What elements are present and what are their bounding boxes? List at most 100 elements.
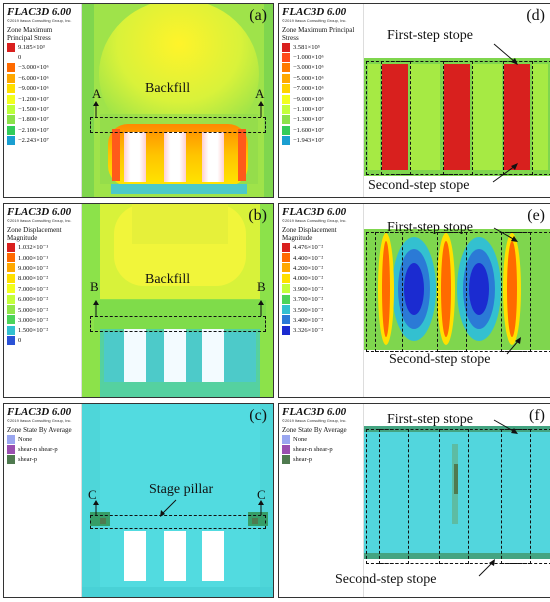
legend-value: 8.000×10⁻²: [18, 275, 49, 283]
legend-value: −1.000×10⁶: [293, 54, 324, 62]
legend-entry: 3.000×10⁻²: [7, 315, 78, 325]
software-title: FLAC3D 6.00: [7, 206, 72, 218]
stope-outline: [439, 429, 469, 564]
legend-value: 3.500×10⁻²: [293, 306, 324, 314]
backfill-label: Backfill: [145, 81, 191, 96]
legend-entry: −1.200×10⁷: [7, 94, 78, 104]
legend-entry: 8.000×10⁻²: [7, 273, 78, 283]
legend-value: −5.000×10⁶: [293, 74, 324, 82]
legend-swatch: [7, 263, 15, 273]
panel-letter: (e): [527, 207, 545, 224]
legend-entry: −9.000×10⁶: [7, 84, 78, 94]
stress-contour-field: [82, 4, 273, 197]
panel-a: FLAC3D 6.00 ©2019 Itasca Consulting Grou…: [3, 3, 274, 198]
legend-swatch: [282, 455, 290, 465]
legend-swatch: [7, 63, 15, 73]
legend-value: −7.000×10⁶: [293, 85, 324, 93]
legend-swatch: [282, 305, 290, 315]
section-label-left: C: [88, 487, 97, 502]
panel-letter: (c): [249, 407, 267, 424]
stope-opening: [202, 329, 224, 382]
legend-value: −1.800×10⁷: [18, 116, 49, 124]
first-step-label: First-step stope: [387, 28, 473, 43]
legend-entry: −1.100×10⁷: [282, 104, 360, 115]
legend-swatch: [282, 242, 290, 252]
legend-swatch: [7, 94, 15, 104]
panel-c: FLAC3D 6.00 ©2019 Itasca Consulting Grou…: [3, 403, 274, 598]
color-legend: 9.185×10³ 0 −3.000×10⁶ −6.000×10⁶ −9.000×10⁶…: [7, 42, 78, 146]
legend-swatch: [282, 94, 290, 104]
legend-swatch: [282, 294, 290, 304]
legend-value: 4.476×10⁻²: [293, 244, 324, 252]
legend-swatch: [282, 53, 290, 63]
legend-swatch: [7, 336, 15, 346]
first-step-label: First-step stope: [387, 220, 473, 235]
section-label-right: A: [255, 86, 265, 101]
legend-swatch: [282, 315, 290, 325]
legend-value: 4.200×10⁻²: [293, 264, 324, 272]
legend-entry: −3.000×10⁶: [7, 63, 78, 73]
legend-value: 9.000×10⁻²: [18, 264, 49, 272]
stope-outline: [443, 61, 473, 175]
legend-entry: 1.000×10⁻¹: [7, 252, 78, 263]
displacement-plan-field: [364, 204, 550, 397]
legend-title: Zone Displacement Magnitude: [282, 226, 337, 242]
stope-opening: [164, 329, 186, 382]
legend-panel: FLAC3D 6.00 ©2019 Itasca Consulting Grou…: [4, 204, 82, 397]
displacement-plan-svg: [364, 204, 550, 397]
legend-swatch: [282, 434, 290, 444]
legend-entry: shear-n shear-p: [7, 444, 78, 455]
stope-outline: [501, 232, 531, 352]
stage-pillar-label: Stage pillar: [149, 482, 214, 497]
legend-title: Zone State By Average: [282, 426, 347, 434]
legend-entry: None: [7, 434, 78, 444]
panel-e: FLAC3D 6.00 ©2019 Itasca Consulting Grou…: [278, 203, 550, 398]
legend-entry: 1.032×10⁻¹: [7, 242, 78, 252]
legend-swatch: [7, 84, 15, 94]
color-legend: None shear-n shear-p shear-p: [282, 434, 360, 465]
stress-plan-svg: [364, 4, 550, 197]
stope-opening: [202, 531, 224, 581]
software-title: FLAC3D 6.00: [282, 406, 347, 418]
legend-swatch: [282, 84, 290, 94]
stope-opening: [164, 531, 186, 581]
legend-title: Zone Maximum Principal Stress: [282, 26, 355, 42]
legend-entry: −6.000×10⁶: [7, 73, 78, 83]
legend-panel: FLAC3D 6.00 ©2019 Itasca Consulting Grou…: [4, 404, 82, 597]
second-step-label: Second-step stope: [389, 352, 491, 367]
legend-value: −9.000×10⁶: [18, 85, 49, 93]
stope-outline: [501, 429, 531, 564]
legend-swatch: [282, 63, 290, 73]
stope-outline: [381, 61, 411, 175]
legend-entry: 3.400×10⁻²: [282, 315, 360, 325]
label-arrows: [492, 43, 518, 183]
legend-value: 3.000×10⁻²: [18, 316, 49, 324]
legend-title: Zone State By Average: [7, 426, 72, 434]
legend-entry: −1.000×10⁶: [282, 52, 360, 63]
legend-value: −1.100×10⁷: [293, 106, 324, 114]
legend-entry: −9.000×10⁶: [282, 94, 360, 104]
legend-swatch: [282, 263, 290, 273]
legend-swatch: [282, 253, 290, 263]
panel-letter: (d): [526, 7, 545, 24]
legend-swatch: [7, 253, 15, 263]
software-title: FLAC3D 6.00: [7, 406, 72, 418]
legend-swatch: [282, 42, 290, 52]
stope-outline: [503, 61, 533, 175]
legend-value: 3.900×10⁻²: [293, 285, 324, 293]
legend-panel: FLAC3D 6.00 ©2019 Itasca Consulting Grou…: [279, 404, 364, 597]
legend-value: 1.000×10⁻¹: [18, 254, 49, 262]
legend-swatch: [7, 53, 15, 63]
legend-entry: −5.000×10⁶: [282, 73, 360, 83]
legend-entry: shear-n shear-p: [282, 444, 360, 455]
stope-opening: [124, 329, 146, 382]
legend-value: shear-n shear-p: [293, 446, 333, 454]
legend-value: 5.000×10⁻²: [18, 306, 49, 314]
legend-entry: −3.000×10⁶: [282, 63, 360, 73]
color-legend: 1.032×10⁻¹ 1.000×10⁻¹ 9.000×10⁻² 8.000×10⁻²…: [7, 242, 78, 346]
legend-swatch: [282, 73, 290, 83]
legend-entry: shear-p: [7, 455, 78, 465]
legend-value: −2.243×10⁷: [18, 137, 49, 145]
legend-value: None: [293, 435, 308, 443]
legend-entry: 9.000×10⁻²: [7, 263, 78, 273]
